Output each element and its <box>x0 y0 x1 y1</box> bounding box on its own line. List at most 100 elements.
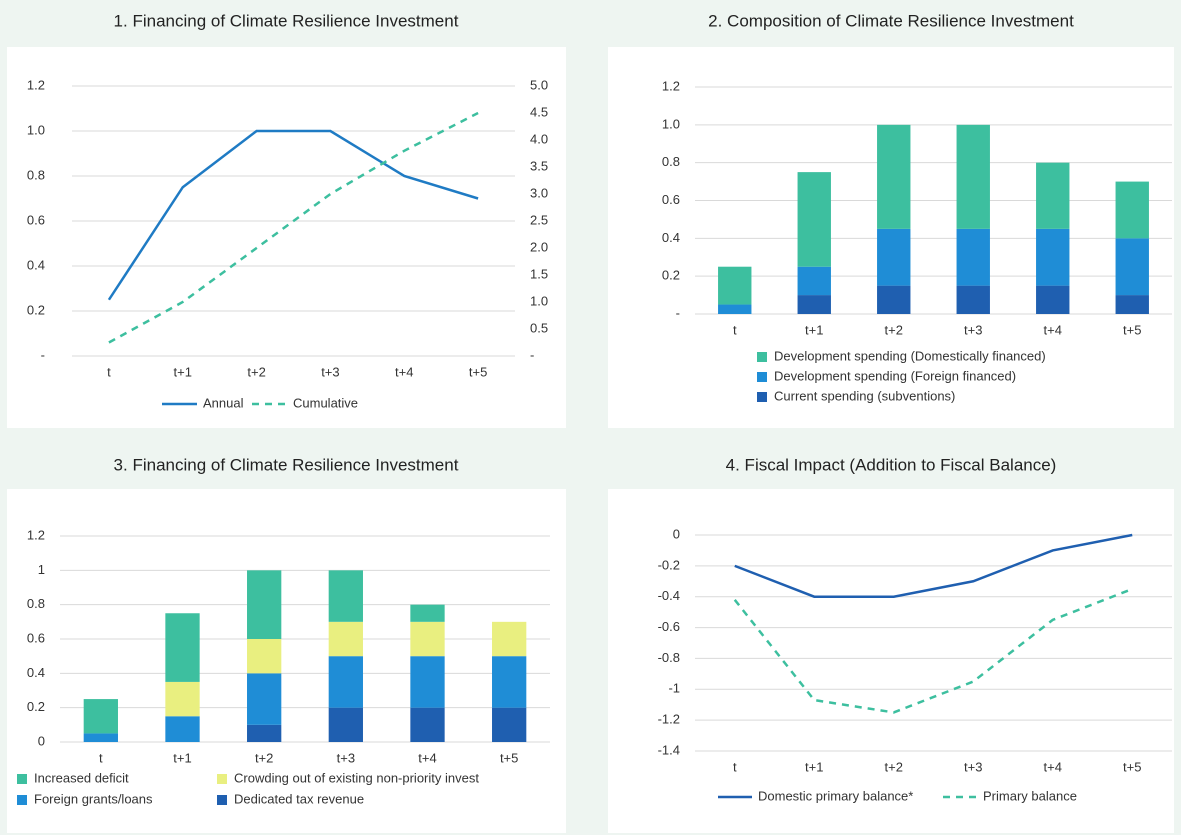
bar-segment <box>956 228 990 286</box>
y2-tick-label: 3.5 <box>530 158 548 173</box>
bar-segment <box>410 656 445 708</box>
x-tick-label: t <box>733 322 737 337</box>
y-tick-label: -1.4 <box>658 742 680 757</box>
bar-segment <box>797 266 831 296</box>
y-tick-label: 0.6 <box>27 212 45 227</box>
bar-segment <box>718 266 752 305</box>
y2-tick-label: 4.5 <box>530 104 548 119</box>
bar-segment <box>492 707 527 742</box>
legend-swatch <box>757 392 767 402</box>
x-tick-label: t+5 <box>1123 759 1141 774</box>
bar-segment <box>1115 238 1149 296</box>
bar-segment <box>1036 162 1070 229</box>
y-tick-label: 0 <box>38 733 45 748</box>
bar-segment <box>797 172 831 267</box>
bar-segment <box>83 699 118 734</box>
y2-tick-label: 0.5 <box>530 320 548 335</box>
bar-segment <box>877 285 911 314</box>
legend-label: Crowding out of existing non-priority in… <box>234 770 479 785</box>
x-tick-label: t+1 <box>805 759 823 774</box>
series-line <box>107 129 479 301</box>
bar-segment <box>247 639 282 674</box>
series-line <box>734 533 1133 598</box>
bar-segment <box>328 707 363 742</box>
y-tick-label: 0.2 <box>662 268 680 283</box>
y-tick-label: 1.2 <box>27 527 45 542</box>
bar-segment <box>165 681 200 717</box>
x-tick-label: t+5 <box>469 364 487 379</box>
legend-label: Development spending (Domestically finan… <box>774 348 1046 363</box>
y-tick-label: 0.2 <box>27 699 45 714</box>
x-tick-label: t+4 <box>395 364 413 379</box>
x-tick-label: t+2 <box>885 322 903 337</box>
y2-tick-label: 4.0 <box>530 131 548 146</box>
y-tick-label: 0.8 <box>27 596 45 611</box>
y-tick-label: 0.4 <box>27 665 45 680</box>
x-tick-label: t+3 <box>337 750 355 765</box>
series-line <box>733 587 1133 714</box>
legend-swatch <box>17 795 27 805</box>
bar-segment <box>165 613 200 682</box>
x-tick-label: t+3 <box>964 759 982 774</box>
chart-title: 4. Fiscal Impact (Addition to Fiscal Bal… <box>726 455 1057 474</box>
legend-swatch <box>217 795 227 805</box>
bar-segment <box>247 673 282 725</box>
legend-label: Dedicated tax revenue <box>234 791 364 806</box>
y2-tick-label: 2.0 <box>530 239 548 254</box>
y-tick-label: 1.0 <box>662 116 680 131</box>
bar-segment <box>83 733 118 742</box>
legend-label: Increased deficit <box>34 770 129 785</box>
bar-segment <box>877 228 911 286</box>
x-tick-label: t <box>733 759 737 774</box>
legend-label: Current spending (subventions) <box>774 388 955 403</box>
bar-segment <box>410 604 445 622</box>
bar-segment <box>797 295 831 314</box>
y-tick-label: -1.2 <box>658 712 680 727</box>
y-tick-label: -0.2 <box>658 557 680 572</box>
y-tick-label: 0.6 <box>27 630 45 645</box>
x-tick-label: t+3 <box>964 322 982 337</box>
bar-segment <box>328 570 363 622</box>
bar-segment <box>1115 181 1149 239</box>
x-tick-label: t+2 <box>885 759 903 774</box>
y-tick-label: - <box>676 305 680 320</box>
series-line <box>108 111 479 344</box>
x-tick-label: t+4 <box>1044 759 1062 774</box>
chart-title: 3. Financing of Climate Resilience Inves… <box>114 455 459 474</box>
x-tick-label: t+4 <box>418 750 436 765</box>
x-tick-label: t+1 <box>805 322 823 337</box>
panel <box>7 47 566 428</box>
bar-segment <box>410 707 445 742</box>
y-tick-label: 0.8 <box>27 167 45 182</box>
y-tick-label: -0.6 <box>658 619 680 634</box>
x-tick-label: t+2 <box>247 364 265 379</box>
y-tick-label: 0.2 <box>27 302 45 317</box>
y2-tick-label: 5.0 <box>530 77 548 92</box>
x-tick-label: t+1 <box>173 750 191 765</box>
bar-segment <box>247 724 282 742</box>
y-tick-label: 1.2 <box>662 78 680 93</box>
bar-segment <box>247 570 282 639</box>
y-tick-label: -1 <box>668 681 680 696</box>
legend-label: Primary balance <box>983 788 1077 803</box>
legend-swatch <box>757 352 767 362</box>
y2-tick-label: 1.0 <box>530 293 548 308</box>
y-tick-label: 0 <box>673 526 680 541</box>
legend-label: Development spending (Foreign financed) <box>774 368 1016 383</box>
y-tick-label: 1.0 <box>27 122 45 137</box>
x-tick-label: t+5 <box>1123 322 1141 337</box>
x-tick-label: t <box>99 750 103 765</box>
y2-tick-label: 2.5 <box>530 212 548 227</box>
y2-tick-label: 3.0 <box>530 185 548 200</box>
y-tick-label: -0.8 <box>658 650 680 665</box>
legend-label: Annual <box>203 395 244 410</box>
y-tick-label: - <box>41 347 45 362</box>
legend-label: Domestic primary balance* <box>758 788 913 803</box>
bar-segment <box>165 716 200 742</box>
bar-segment <box>718 304 752 314</box>
bar-segment <box>956 285 990 314</box>
x-tick-label: t+5 <box>500 750 518 765</box>
legend-swatch <box>757 372 767 382</box>
